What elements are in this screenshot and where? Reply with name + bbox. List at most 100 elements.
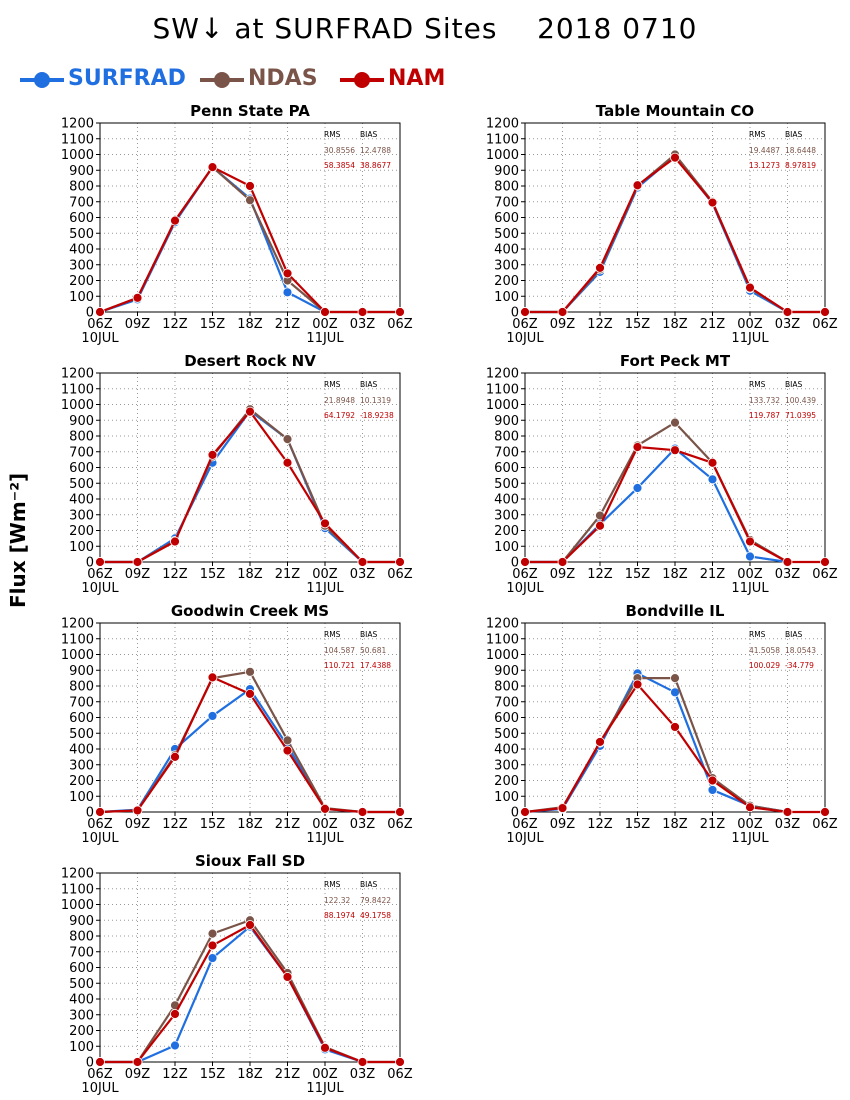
- x-tick-label: 06Z: [387, 817, 413, 832]
- y-tick-label: 800: [69, 680, 94, 695]
- data-point-nam: [707, 197, 718, 208]
- data-point-ndas: [282, 434, 293, 445]
- chart-svg: Goodwin Creek MS 010020030040050060070080…: [61, 602, 413, 846]
- y-tick-label: 700: [69, 195, 94, 210]
- x-tick-label: 18Z: [662, 817, 688, 832]
- y-tick-label: 200: [494, 524, 519, 539]
- series-line-ndas: [524, 677, 788, 814]
- y-tick-label: 200: [69, 774, 94, 789]
- stats-nam-rms: 64.1792: [324, 411, 355, 420]
- chart-svg: Table Mountain CO01002003004005006007008…: [486, 102, 838, 346]
- stats-ndas-rms: 133.732: [749, 396, 780, 405]
- data-point-nam: [557, 307, 568, 317]
- stats-nam-bias: -18.9238: [360, 411, 394, 420]
- data-point-nam: [170, 751, 180, 762]
- x-tick-label: 06Z: [387, 1067, 413, 1082]
- data-point-nam: [132, 805, 143, 816]
- data-point-nam: [395, 307, 405, 317]
- y-tick-label: 0: [86, 306, 94, 321]
- data-point-surfrad: [632, 483, 643, 493]
- y-tick-label: 1200: [61, 117, 94, 132]
- x-tick-label: 09Z: [125, 817, 151, 832]
- y-tick-label: 300: [69, 1008, 94, 1023]
- date-label: 10JUL: [506, 831, 544, 846]
- data-point-nam: [282, 972, 293, 982]
- y-tick-label: 800: [69, 430, 94, 445]
- y-tick-label: 1000: [486, 648, 519, 663]
- y-tick-label: 100: [494, 290, 519, 305]
- data-point-nam: [395, 557, 405, 567]
- x-tick-label: 21Z: [700, 817, 726, 832]
- data-point-nam: [320, 518, 330, 529]
- x-tick-label: 03Z: [775, 567, 801, 582]
- data-point-surfrad: [207, 953, 218, 963]
- stats-ndas-rms: 30.8556: [324, 146, 355, 155]
- y-tick-label: 500: [494, 227, 519, 242]
- date-label: 11JUL: [731, 331, 769, 346]
- data-point-nam: [520, 557, 530, 567]
- y-tick-label: 100: [69, 790, 94, 805]
- x-tick-label: 06Z: [87, 817, 113, 832]
- data-point-surfrad: [707, 474, 718, 485]
- data-point-nam: [282, 457, 293, 468]
- x-tick-label: 00Z: [737, 567, 763, 582]
- x-tick-label: 12Z: [587, 317, 613, 332]
- stats-ndas-bias: 50.681: [360, 646, 386, 655]
- x-tick-label: 03Z: [350, 1067, 376, 1082]
- x-tick-label: 09Z: [125, 317, 151, 332]
- x-tick-label: 06Z: [812, 567, 838, 582]
- data-point-nam: [670, 445, 680, 456]
- y-tick-label: 1100: [486, 632, 519, 647]
- stats-ndas-rms: 122.32: [324, 896, 350, 905]
- x-tick-label: 15Z: [200, 1067, 226, 1082]
- date-label: 11JUL: [731, 581, 769, 596]
- y-tick-label: 800: [69, 180, 94, 195]
- stats-ndas-rms: 41.5058: [749, 646, 780, 655]
- data-point-nam: [782, 557, 793, 567]
- x-tick-label: 06Z: [387, 567, 413, 582]
- y-tick-label: 1100: [61, 882, 94, 897]
- data-point-surfrad: [207, 711, 218, 721]
- y-tick-label: 700: [494, 445, 519, 460]
- y-tick-label: 1100: [486, 382, 519, 397]
- data-point-nam: [132, 292, 143, 303]
- data-point-nam: [782, 807, 793, 817]
- y-tick-label: 1100: [61, 382, 94, 397]
- stats-header-rms: RMS: [324, 630, 341, 639]
- y-tick-label: 600: [69, 961, 94, 976]
- y-tick-label: 500: [69, 727, 94, 742]
- y-tick-label: 600: [69, 711, 94, 726]
- x-tick-label: 00Z: [312, 317, 338, 332]
- y-tick-label: 0: [511, 556, 519, 571]
- data-point-nam: [207, 940, 218, 951]
- stats-ndas-rms: 19.4487: [749, 146, 780, 155]
- data-point-nam: [357, 557, 368, 567]
- y-tick-label: 100: [494, 540, 519, 555]
- y-tick-label: 1000: [486, 148, 519, 163]
- y-tick-label: 0: [86, 556, 94, 571]
- date-label: 11JUL: [306, 1081, 344, 1096]
- panel-title: Sioux Fall SD: [195, 852, 305, 870]
- date-label: 11JUL: [306, 331, 344, 346]
- stats-nam-bias: 8.97819: [785, 161, 816, 170]
- x-tick-label: 12Z: [587, 817, 613, 832]
- y-tick-label: 0: [511, 806, 519, 821]
- y-tick-label: 800: [494, 180, 519, 195]
- y-tick-label: 400: [69, 993, 94, 1008]
- stats-header-bias: BIAS: [360, 130, 377, 139]
- data-point-nam: [670, 152, 680, 163]
- y-tick-label: 500: [69, 977, 94, 992]
- y-tick-label: 900: [494, 164, 519, 179]
- y-tick-label: 400: [69, 743, 94, 758]
- stats-ndas-rms: 104.587: [324, 646, 355, 655]
- x-tick-label: 15Z: [625, 317, 651, 332]
- y-tick-label: 300: [69, 508, 94, 523]
- data-point-nam: [245, 920, 255, 930]
- y-tick-label: 400: [494, 743, 519, 758]
- y-tick-label: 500: [494, 727, 519, 742]
- series-line-surfrad: [99, 688, 363, 814]
- data-point-nam: [207, 672, 218, 683]
- y-tick-label: 900: [494, 414, 519, 429]
- y-tick-label: 900: [69, 414, 94, 429]
- chart-svg: Fort Peck MT 0100200300400500600700800900…: [486, 352, 838, 596]
